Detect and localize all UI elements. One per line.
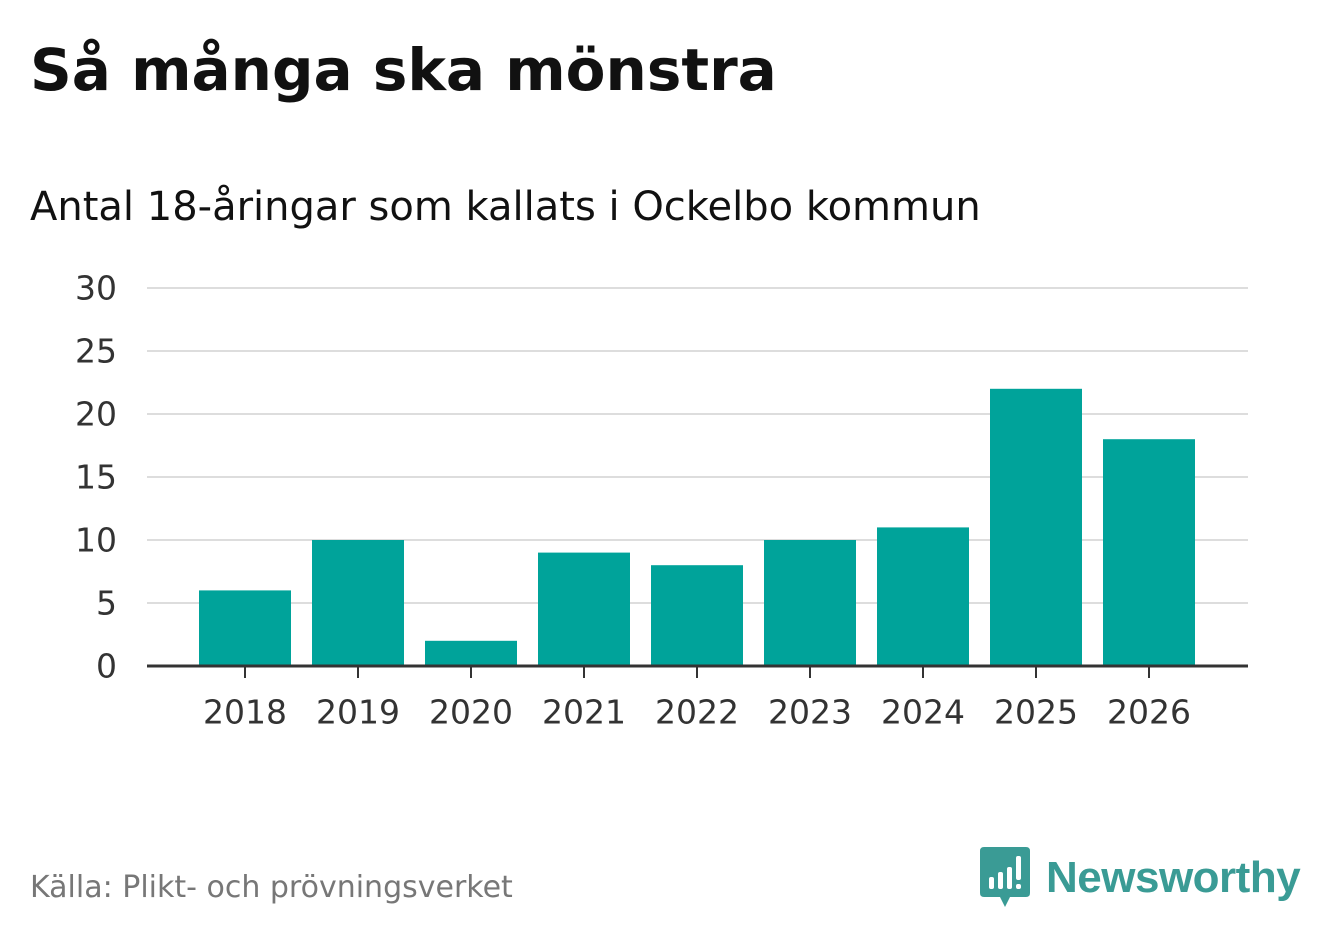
chart-subtitle: Antal 18-åringar som kallats i Ockelbo k…: [30, 184, 981, 230]
bar: [877, 527, 969, 666]
newsworthy-logo[interactable]: Newsworthy: [980, 846, 1301, 910]
bar: [538, 552, 630, 666]
brand-name: Newsworthy: [1046, 853, 1301, 902]
y-tick-label: 25: [75, 332, 117, 371]
y-tick-label: 30: [75, 269, 117, 308]
bar: [1103, 439, 1195, 666]
x-tick-label: 2026: [1107, 693, 1191, 732]
x-tick-label: 2019: [316, 693, 400, 732]
bar: [764, 540, 856, 666]
bar: [425, 640, 517, 666]
chart-title: Så många ska mönstra: [30, 36, 777, 104]
x-tick-label: 2025: [994, 693, 1078, 732]
newsworthy-logo-icon: [980, 847, 1030, 907]
bar: [312, 540, 404, 666]
x-tick-label: 2020: [429, 693, 513, 732]
y-tick-label: 0: [96, 647, 117, 686]
x-tick-label: 2021: [542, 693, 626, 732]
bar: [199, 590, 291, 666]
x-tick-label: 2022: [655, 693, 739, 732]
x-tick-label: 2024: [881, 693, 965, 732]
y-tick-label: 10: [75, 521, 117, 560]
bar: [990, 388, 1082, 666]
y-tick-label: 15: [75, 458, 117, 497]
x-tick-label: 2023: [768, 693, 852, 732]
x-tick-label: 2018: [203, 693, 287, 732]
y-tick-label: 5: [96, 584, 117, 623]
bars: [199, 388, 1195, 666]
bar: [651, 565, 743, 666]
y-tick-label: 20: [75, 395, 117, 434]
source-note: Källa: Plikt- och prövningsverket: [30, 870, 513, 905]
